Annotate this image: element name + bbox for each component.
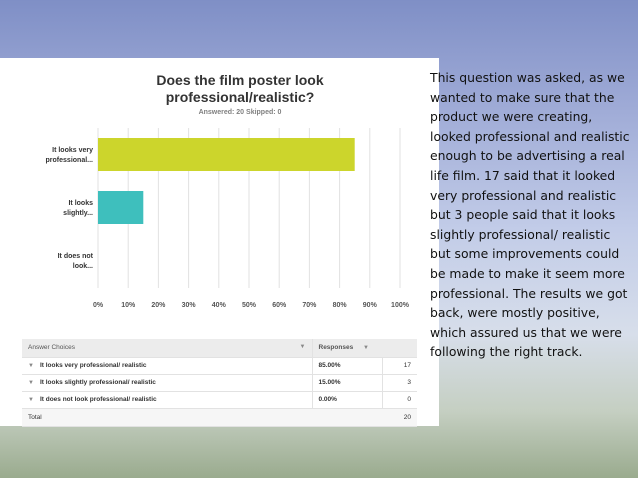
x-tick-label: 0% xyxy=(93,302,104,309)
answer-choice-text: It looks slightly professional/ realisti… xyxy=(39,379,156,386)
category-label: look... xyxy=(73,263,93,270)
response-percent: 85.00% xyxy=(311,357,382,375)
response-percent: 0.00% xyxy=(311,391,382,409)
answer-choice-text: It does not look professional/ realistic xyxy=(39,396,157,403)
bar xyxy=(98,138,355,171)
x-tick-label: 90% xyxy=(363,302,378,309)
category-label: professional... xyxy=(46,157,94,164)
answer-choices-header[interactable]: Answer Choices ▼ xyxy=(22,339,312,358)
answer-choices-table: Answer Choices ▼ Responses ▼ ▼ It looks v… xyxy=(22,339,417,427)
x-tick-label: 50% xyxy=(242,302,257,309)
expand-chevron-icon[interactable]: ▼ xyxy=(28,380,34,386)
response-count: 0 xyxy=(381,391,417,409)
table-total-row: Total 20 xyxy=(22,408,417,427)
x-tick-label: 30% xyxy=(182,302,197,309)
answered-skipped-summary: Answered: 20 Skipped: 0 xyxy=(198,109,282,116)
x-tick-label: 20% xyxy=(151,302,166,309)
expand-chevron-icon[interactable]: ▼ xyxy=(28,363,34,369)
table-header-row: Answer Choices ▼ Responses ▼ xyxy=(22,339,417,358)
total-count: 20 xyxy=(382,408,417,427)
x-tick-label: 70% xyxy=(302,302,317,309)
x-tick-label: 40% xyxy=(212,302,227,309)
table-row: ▼ It looks slightly professional/ realist… xyxy=(22,374,417,392)
category-label: slightly... xyxy=(63,210,93,217)
chart-title: Does the film poster look professional/r… xyxy=(156,72,324,105)
response-count: 17 xyxy=(381,357,417,375)
table-row: ▼ It looks very professional/ realistic 8… xyxy=(22,357,417,375)
expand-chevron-icon[interactable]: ▼ xyxy=(28,397,34,403)
response-count: 3 xyxy=(381,374,417,392)
x-tick-label: 10% xyxy=(121,302,136,309)
sort-chevron-down-icon[interactable]: ▼ xyxy=(363,345,369,352)
sort-chevron-down-icon[interactable]: ▼ xyxy=(299,344,306,351)
answer-choices-label: Answer Choices xyxy=(28,344,75,352)
total-label: Total xyxy=(22,408,312,427)
responses-header[interactable]: Responses ▼ xyxy=(311,339,417,358)
x-tick-label: 80% xyxy=(333,302,348,309)
x-tick-label: 60% xyxy=(272,302,287,309)
response-percent: 15.00% xyxy=(311,374,382,392)
table-row: ▼ It does not look professional/ realisti… xyxy=(22,391,417,409)
x-tick-label: 100% xyxy=(391,302,410,309)
responses-label: Responses xyxy=(318,344,354,352)
answer-choice-text: It looks very professional/ realistic xyxy=(39,362,147,369)
bar xyxy=(98,191,144,224)
category-label: It looks xyxy=(68,200,93,207)
category-label: It does not xyxy=(58,253,94,260)
commentary-text: This question was asked, as we wanted to… xyxy=(430,70,630,360)
category-label: It looks very xyxy=(52,147,93,154)
